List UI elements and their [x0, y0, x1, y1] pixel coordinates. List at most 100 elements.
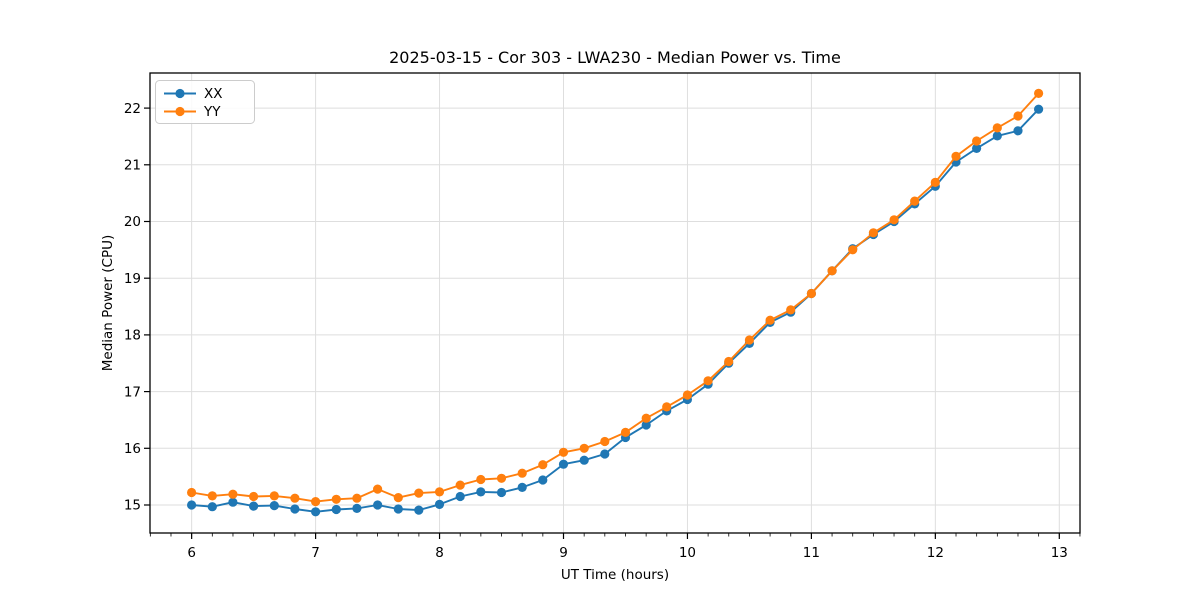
data-point-yy: [393, 493, 403, 503]
data-point-yy: [930, 177, 940, 187]
data-point-xx: [600, 449, 610, 459]
y-tick-label: 15: [124, 498, 141, 514]
x-tick-label: 11: [803, 545, 820, 561]
data-point-yy: [868, 228, 879, 238]
data-point-yy: [290, 493, 300, 503]
data-point-yy: [744, 335, 755, 345]
data-point-yy: [682, 390, 693, 400]
data-point-yy: [600, 436, 610, 447]
axis-tick-labels: 6 7 8 9 10 11 12 13 15 16 17 18 19 20 21 22: [124, 101, 1068, 561]
data-point-xx: [207, 502, 217, 512]
data-point-xx: [434, 499, 445, 509]
grid-lines: [150, 73, 1080, 533]
data-point-yy: [806, 288, 817, 299]
data-point-xx: [558, 459, 569, 469]
data-point-xx: [992, 131, 1002, 141]
legend-marker-yy: [175, 106, 185, 117]
data-point-yy: [558, 447, 569, 457]
legend-label-yy: YY: [203, 104, 221, 120]
data-point-yy: [765, 315, 775, 325]
data-point-yy: [579, 443, 589, 453]
data-point-yy: [889, 215, 899, 225]
x-axis-label: UT Time (hours): [561, 567, 669, 583]
series-line-xx: [190, 108, 1040, 513]
data-point-xx: [352, 503, 362, 513]
chart-title: 2025-03-15 - Cor 303 - LWA230 - Median P…: [389, 48, 841, 67]
data-point-xx: [538, 475, 548, 485]
data-point-yy: [848, 245, 858, 255]
data-point-xx: [414, 505, 424, 515]
data-point-yy: [641, 413, 651, 423]
data-point-xx: [331, 504, 341, 515]
series-yy: [187, 88, 1044, 507]
data-point-yy: [910, 196, 920, 206]
x-tick-label: 7: [311, 545, 320, 561]
data-point-yy: [476, 474, 486, 485]
data-point-xx: [373, 500, 383, 510]
x-tick-label: 6: [187, 545, 196, 561]
x-tick-label: 8: [435, 545, 444, 561]
data-point-xx: [972, 143, 982, 153]
data-point-xx: [1013, 126, 1023, 136]
y-tick-label: 21: [124, 157, 141, 173]
data-point-yy: [724, 356, 734, 367]
data-point-yy: [538, 460, 548, 470]
data-point-yy: [373, 484, 383, 494]
data-point-xx: [579, 455, 589, 465]
data-point-yy: [414, 488, 424, 498]
axis-ticks: [144, 107, 1081, 539]
data-point-yy: [331, 494, 341, 504]
x-tick-label: 9: [559, 545, 568, 561]
data-point-xx: [290, 504, 300, 514]
data-point-xx: [228, 497, 238, 507]
data-point-yy: [703, 376, 713, 386]
x-tick-label: 10: [679, 545, 696, 561]
data-point-yy: [827, 266, 837, 276]
data-point-xx: [496, 487, 507, 498]
data-point-yy: [620, 427, 631, 437]
y-tick-label: 16: [124, 441, 141, 457]
data-point-xx: [455, 491, 465, 502]
data-point-xx: [269, 501, 279, 511]
data-point-yy: [207, 491, 217, 501]
data-point-yy: [269, 491, 279, 501]
data-point-yy: [455, 480, 465, 490]
data-point-yy: [992, 123, 1002, 133]
data-point-yy: [434, 487, 445, 497]
data-point-xx: [311, 507, 321, 517]
legend-marker-xx: [175, 88, 185, 99]
data-point-yy: [951, 151, 961, 161]
x-tick-label: 12: [927, 545, 944, 561]
y-tick-label: 17: [124, 384, 141, 400]
data-point-xx: [187, 500, 197, 510]
data-point-yy: [662, 402, 672, 412]
plot-border: [149, 72, 1081, 534]
data-point-yy: [187, 487, 197, 498]
x-tick-label: 13: [1051, 545, 1068, 561]
y-tick-label: 22: [124, 101, 141, 117]
data-point-xx: [641, 420, 651, 430]
data-point-yy: [517, 468, 527, 478]
data-point-yy: [228, 489, 238, 499]
data-point-yy: [972, 136, 982, 146]
data-series: [187, 88, 1044, 517]
legend-label-xx: XX: [204, 86, 223, 102]
data-point-yy: [1013, 111, 1023, 121]
y-tick-label: 20: [124, 214, 141, 230]
legend: XX YY: [155, 80, 255, 124]
data-point-xx: [1034, 104, 1044, 114]
data-point-xx: [249, 501, 259, 511]
y-tick-label: 19: [124, 271, 141, 287]
series-line-yy: [190, 92, 1040, 503]
data-point-yy: [249, 491, 259, 502]
data-point-xx: [476, 487, 486, 497]
y-axis-label: Median Power (CPU): [100, 235, 116, 371]
data-point-yy: [1034, 88, 1044, 98]
data-point-yy: [311, 497, 321, 507]
data-point-yy: [496, 473, 507, 483]
data-point-xx: [393, 504, 403, 514]
data-point-xx: [517, 482, 527, 492]
data-point-yy: [786, 305, 796, 315]
